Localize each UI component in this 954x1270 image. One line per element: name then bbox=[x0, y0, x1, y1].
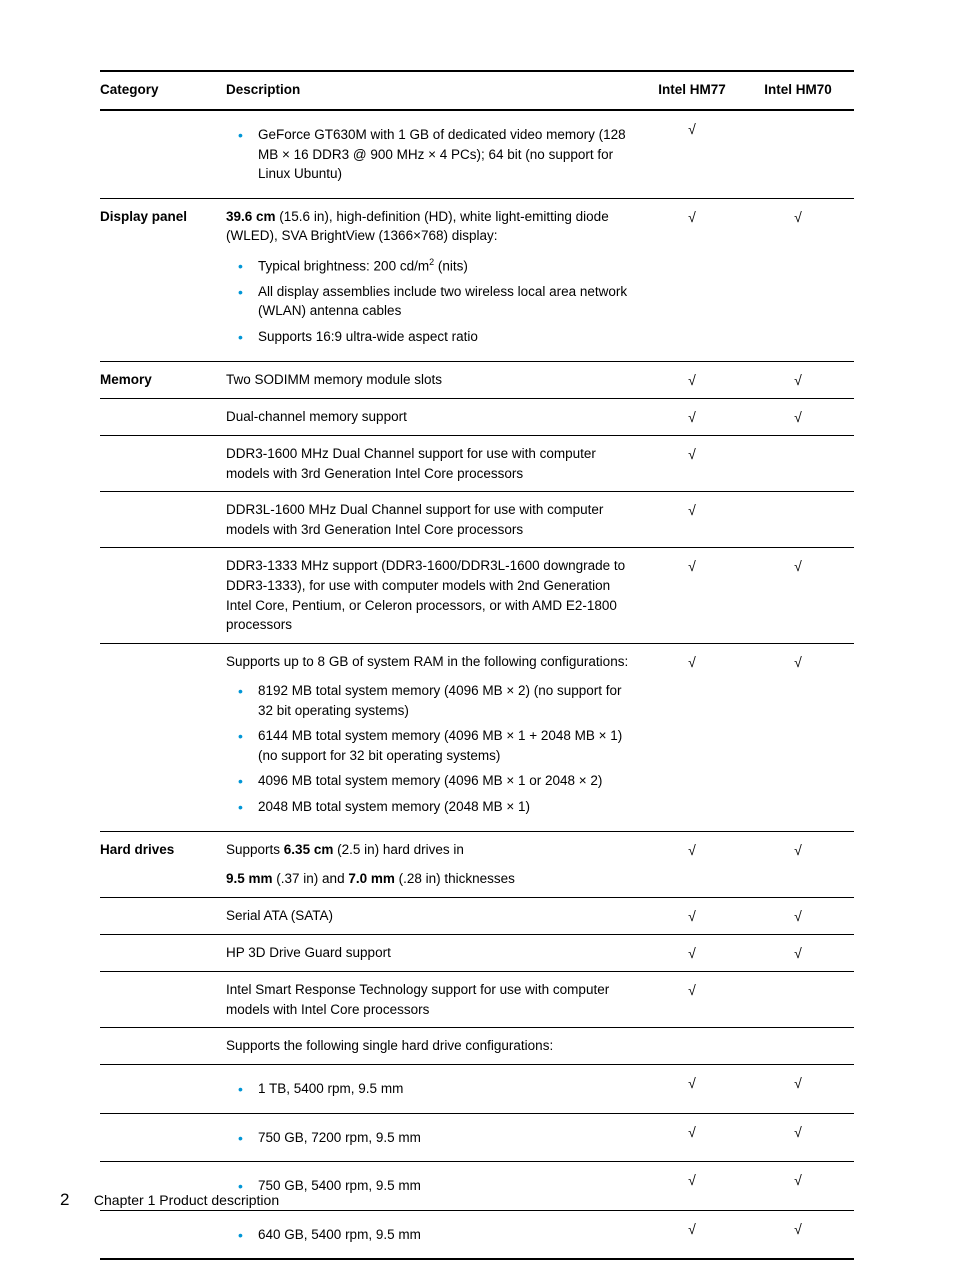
list-item: 8192 MB total system memory (4096 MB × 2… bbox=[238, 681, 636, 720]
table-row: Display panel 39.6 cm (15.6 in), high-de… bbox=[100, 198, 854, 361]
list-item: 640 GB, 5400 rpm, 9.5 mm bbox=[238, 1225, 636, 1245]
check-hm77: √ bbox=[642, 831, 748, 897]
check-hm77: √ bbox=[642, 1162, 748, 1211]
text: (2.5 in) hard drives in bbox=[333, 842, 464, 857]
text: (nits) bbox=[434, 258, 468, 273]
desc-cell: DDR3L-1600 MHz Dual Channel support for … bbox=[226, 492, 642, 548]
check-hm70: √ bbox=[748, 935, 854, 972]
category-cell: Display panel bbox=[100, 198, 226, 361]
header-category: Category bbox=[100, 71, 226, 110]
desc-cell: DDR3-1600 MHz Dual Channel support for u… bbox=[226, 436, 642, 492]
desc-cell: Supports the following single hard drive… bbox=[226, 1028, 642, 1065]
check-hm70: √ bbox=[748, 1210, 854, 1259]
desc-cell: Dual-channel memory support bbox=[226, 398, 642, 435]
table-row: DDR3-1333 MHz support (DDR3-1600/DDR3L-1… bbox=[100, 548, 854, 643]
list-item: 750 GB, 5400 rpm, 9.5 mm bbox=[238, 1176, 636, 1196]
spec-table: Category Description Intel HM77 Intel HM… bbox=[100, 70, 854, 1260]
desc-cell: GeForce GT630M with 1 GB of dedicated vi… bbox=[226, 110, 642, 198]
table-row: Supports the following single hard drive… bbox=[100, 1028, 854, 1065]
category-cell: Hard drives bbox=[100, 831, 226, 897]
desc-cell: Two SODIMM memory module slots bbox=[226, 361, 642, 398]
check-hm70: √ bbox=[748, 1162, 854, 1211]
table-row: DDR3-1600 MHz Dual Channel support for u… bbox=[100, 436, 854, 492]
desc-cell: Serial ATA (SATA) bbox=[226, 897, 642, 934]
desc-cell: Intel Smart Response Technology support … bbox=[226, 972, 642, 1028]
desc-cell: 39.6 cm (15.6 in), high-definition (HD),… bbox=[226, 198, 642, 361]
header-row: Category Description Intel HM77 Intel HM… bbox=[100, 71, 854, 110]
page-number: 2 bbox=[60, 1190, 90, 1210]
desc-cell: DDR3-1333 MHz support (DDR3-1600/DDR3L-1… bbox=[226, 548, 642, 643]
check-hm77: √ bbox=[642, 436, 748, 492]
check-hm70: √ bbox=[748, 398, 854, 435]
check-hm77: √ bbox=[642, 548, 748, 643]
check-hm70: √ bbox=[748, 361, 854, 398]
check-hm70: √ bbox=[748, 198, 854, 361]
desc-cell: 750 GB, 5400 rpm, 9.5 mm bbox=[226, 1162, 642, 1211]
table-row: 750 GB, 7200 rpm, 9.5 mm √ √ bbox=[100, 1113, 854, 1162]
text: (15.6 in), high-definition (HD), white l… bbox=[226, 209, 609, 244]
check-hm70: √ bbox=[748, 1065, 854, 1114]
check-hm77: √ bbox=[642, 972, 748, 1028]
text: Typical brightness: 200 cd/m bbox=[258, 258, 429, 273]
page-footer: 2 Chapter 1 Product description bbox=[60, 1190, 279, 1210]
text: (.28 in) thicknesses bbox=[395, 871, 515, 886]
header-hm70: Intel HM70 bbox=[748, 71, 854, 110]
check-hm77: √ bbox=[642, 897, 748, 934]
text-bold: 7.0 mm bbox=[348, 871, 395, 886]
check-hm77: √ bbox=[642, 398, 748, 435]
desc-cell: 640 GB, 5400 rpm, 9.5 mm bbox=[226, 1210, 642, 1259]
desc-cell: Supports 6.35 cm (2.5 in) hard drives in… bbox=[226, 831, 642, 897]
list-item: Supports 16:9 ultra-wide aspect ratio bbox=[238, 327, 636, 347]
list-item: 4096 MB total system memory (4096 MB × 1… bbox=[238, 771, 636, 791]
chapter-label: Chapter 1 Product description bbox=[94, 1192, 279, 1208]
text: (.37 in) and bbox=[273, 871, 349, 886]
table-row: DDR3L-1600 MHz Dual Channel support for … bbox=[100, 492, 854, 548]
check-hm77: √ bbox=[642, 361, 748, 398]
check-hm77: √ bbox=[642, 1113, 748, 1162]
table-row: Memory Two SODIMM memory module slots √ … bbox=[100, 361, 854, 398]
table-row: Intel Smart Response Technology support … bbox=[100, 972, 854, 1028]
desc-cell: 1 TB, 5400 rpm, 9.5 mm bbox=[226, 1065, 642, 1114]
desc-cell: Supports up to 8 GB of system RAM in the… bbox=[226, 643, 642, 831]
list-item: 1 TB, 5400 rpm, 9.5 mm bbox=[238, 1079, 636, 1099]
table-row: Hard drives Supports 6.35 cm (2.5 in) ha… bbox=[100, 831, 854, 897]
text-bold: 9.5 mm bbox=[226, 871, 273, 886]
table-row: 640 GB, 5400 rpm, 9.5 mm √ √ bbox=[100, 1210, 854, 1259]
page-container: Category Description Intel HM77 Intel HM… bbox=[0, 0, 954, 1270]
text-bold: 39.6 cm bbox=[226, 209, 276, 224]
category-cell: Memory bbox=[100, 361, 226, 398]
text-bold: 6.35 cm bbox=[284, 842, 334, 857]
check-hm70: √ bbox=[748, 831, 854, 897]
table-row: HP 3D Drive Guard support √ √ bbox=[100, 935, 854, 972]
check-hm70: √ bbox=[748, 897, 854, 934]
check-hm70: √ bbox=[748, 548, 854, 643]
check-hm70: √ bbox=[748, 1113, 854, 1162]
check-hm77: √ bbox=[642, 935, 748, 972]
table-row: Supports up to 8 GB of system RAM in the… bbox=[100, 643, 854, 831]
list-item: Typical brightness: 200 cd/m2 (nits) bbox=[238, 256, 636, 276]
table-row: Dual-channel memory support √ √ bbox=[100, 398, 854, 435]
table-row: Serial ATA (SATA) √ √ bbox=[100, 897, 854, 934]
check-hm77: √ bbox=[642, 110, 748, 198]
list-item: GeForce GT630M with 1 GB of dedicated vi… bbox=[238, 125, 636, 184]
header-description: Description bbox=[226, 71, 642, 110]
check-hm77: √ bbox=[642, 643, 748, 831]
desc-cell: HP 3D Drive Guard support bbox=[226, 935, 642, 972]
check-hm77: √ bbox=[642, 198, 748, 361]
check-hm77: √ bbox=[642, 492, 748, 548]
list-item: All display assemblies include two wirel… bbox=[238, 282, 636, 321]
check-hm77: √ bbox=[642, 1210, 748, 1259]
text: Supports bbox=[226, 842, 284, 857]
header-hm77: Intel HM77 bbox=[642, 71, 748, 110]
table-row: GeForce GT630M with 1 GB of dedicated vi… bbox=[100, 110, 854, 198]
table-row: 1 TB, 5400 rpm, 9.5 mm √ √ bbox=[100, 1065, 854, 1114]
desc-cell: 750 GB, 7200 rpm, 9.5 mm bbox=[226, 1113, 642, 1162]
check-hm77: √ bbox=[642, 1065, 748, 1114]
list-item: 6144 MB total system memory (4096 MB × 1… bbox=[238, 726, 636, 765]
text: Supports up to 8 GB of system RAM in the… bbox=[226, 654, 628, 669]
list-item: 2048 MB total system memory (2048 MB × 1… bbox=[238, 797, 636, 817]
check-hm70: √ bbox=[748, 643, 854, 831]
list-item: 750 GB, 7200 rpm, 9.5 mm bbox=[238, 1128, 636, 1148]
